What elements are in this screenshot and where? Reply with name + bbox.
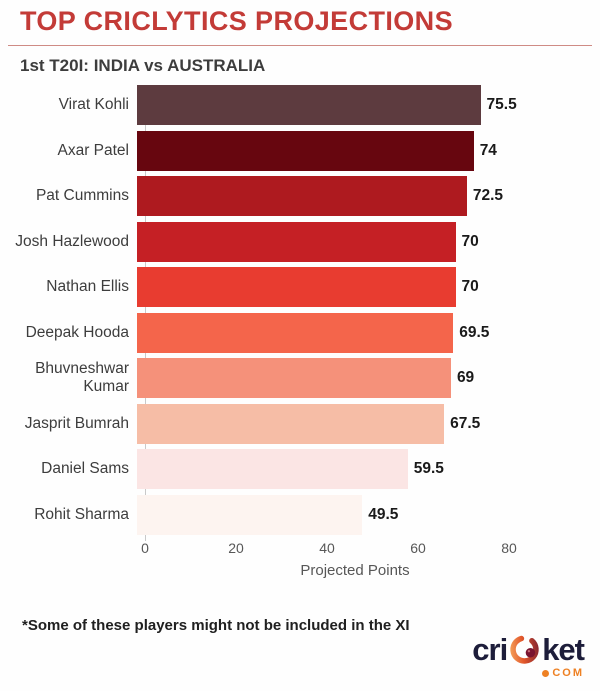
- player-label: Deepak Hooda: [25, 323, 129, 341]
- bar-row: Jasprit Bumrah 67.5: [0, 403, 600, 444]
- projection-bar: [137, 449, 408, 489]
- projection-bar: [137, 176, 467, 216]
- player-label: Axar Patel: [57, 141, 129, 159]
- value-label: 69.5: [459, 323, 490, 341]
- bar-chart: Virat Kohli 75.5 Axar Patel 74 Pat Cummins 72…: [0, 85, 600, 579]
- footnote: *Some of these players might not be incl…: [22, 617, 410, 634]
- bar-row: Deepak Hooda 69.5: [0, 312, 600, 353]
- player-label: Bhuvneshwar Kumar: [35, 360, 129, 395]
- projection-bar: [137, 312, 454, 353]
- value-label: 67.5: [450, 414, 481, 432]
- x-tick: 20: [228, 540, 244, 556]
- value-label: 70: [461, 232, 479, 250]
- bar-row: Nathan Ellis 70: [0, 267, 600, 307]
- cricket-com-logo: cri ket COM: [472, 632, 585, 679]
- projection-bar: [137, 494, 363, 535]
- value-label: 74: [479, 141, 497, 159]
- projection-bar: [137, 358, 451, 398]
- value-label: 72.5: [472, 187, 504, 204]
- x-tick: 60: [410, 540, 426, 556]
- projection-bar: [137, 267, 456, 307]
- bar-row: Josh Hazlewood 70: [0, 221, 600, 262]
- logo-ball-icon: [525, 647, 536, 658]
- logo-text-suffix: ket: [542, 632, 585, 667]
- x-tick: 80: [501, 540, 517, 556]
- page-title: TOP CRICLYTICS PROJECTIONS: [20, 6, 453, 36]
- logo-tld: COM: [472, 667, 584, 679]
- bar-row: Daniel Sams 59.5: [0, 449, 600, 489]
- logo-dot-icon: [542, 669, 550, 677]
- bar-row: Pat Cummins 72.5: [0, 176, 600, 216]
- bar-row: Axar Patel 74: [0, 130, 600, 171]
- x-axis-label: Projected Points: [300, 562, 410, 579]
- projection-bar: [137, 85, 481, 125]
- player-label: Virat Kohli: [58, 96, 129, 113]
- value-label: 49.5: [368, 505, 399, 523]
- logo-swirl-icon: [510, 635, 539, 664]
- bar-row: Bhuvneshwar Kumar 69: [0, 358, 600, 398]
- player-label: Jasprit Bumrah: [24, 414, 129, 432]
- player-label: Pat Cummins: [35, 187, 129, 204]
- value-label: 59.5: [413, 460, 444, 477]
- player-label: Josh Hazlewood: [15, 232, 129, 250]
- player-label: Nathan Ellis: [46, 278, 129, 295]
- value-label: 69: [456, 369, 475, 386]
- logo-tld-text: COM: [552, 667, 584, 679]
- x-axis-ticks: 0 20 40 60 80: [141, 540, 600, 558]
- projection-bar: [137, 130, 474, 171]
- title-divider: [8, 45, 592, 46]
- logo-wordmark: cri ket: [472, 632, 585, 667]
- x-tick: 0: [141, 540, 149, 556]
- projection-bar: [137, 403, 445, 444]
- value-label: 70: [461, 278, 479, 295]
- value-label: 75.5: [486, 96, 517, 113]
- player-label: Daniel Sams: [41, 460, 129, 477]
- bar-row: Rohit Sharma 49.5: [0, 494, 600, 535]
- player-label: Rohit Sharma: [34, 505, 129, 523]
- x-tick: 40: [319, 540, 335, 556]
- projection-bar: [137, 221, 456, 262]
- logo-text-prefix: cri: [472, 632, 508, 667]
- bar-row: Virat Kohli 75.5: [0, 85, 600, 125]
- chart-subtitle: 1st T20I: INDIA vs AUSTRALIA: [20, 56, 266, 75]
- bar-rows: Virat Kohli 75.5 Axar Patel 74 Pat Cummins 72…: [0, 85, 600, 535]
